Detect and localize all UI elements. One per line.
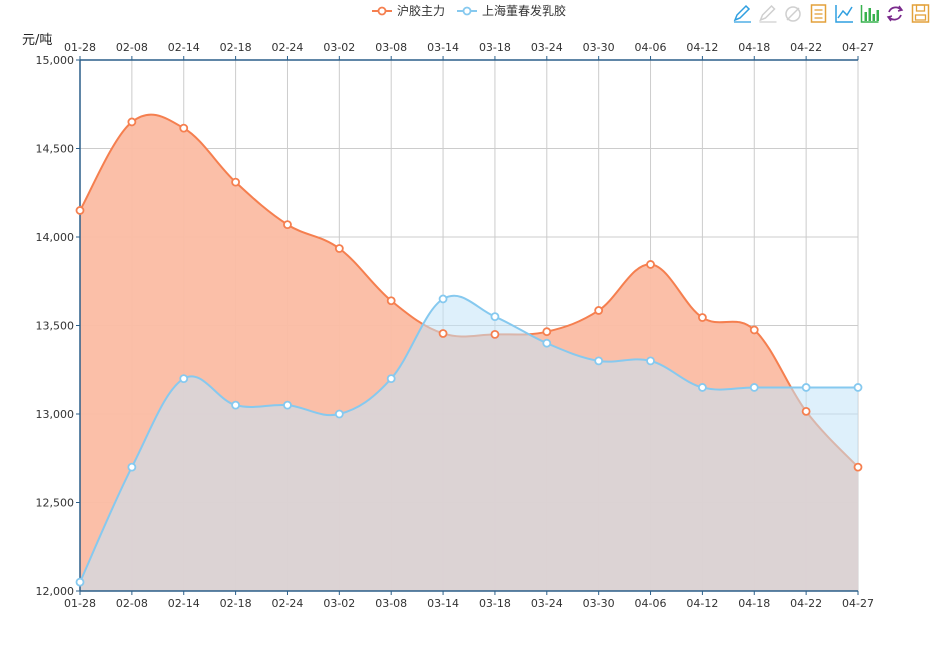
line-chart-icon[interactable]: [835, 5, 853, 23]
x-tick-label-bottom: 03-08: [375, 597, 407, 610]
x-tick-label-top: 02-24: [271, 41, 303, 54]
series-2-point[interactable]: [75, 577, 85, 587]
mark-undo-icon[interactable]: [759, 4, 777, 23]
legend-marker-icon: [377, 6, 387, 16]
series-2-point[interactable]: [490, 312, 500, 322]
series-2-point[interactable]: [127, 462, 137, 472]
x-tick-label-top: 03-18: [479, 41, 511, 54]
x-tick-label-top: 03-08: [375, 41, 407, 54]
series-2-point[interactable]: [334, 409, 344, 419]
series-1-point[interactable]: [231, 177, 241, 187]
x-tick-label-bottom: 01-28: [64, 597, 96, 610]
y-tick-label: 12,000: [36, 585, 75, 598]
series-2-point[interactable]: [853, 383, 863, 392]
x-tick-label-top: 04-18: [738, 41, 770, 54]
series-2-point[interactable]: [542, 338, 552, 348]
series-2-point[interactable]: [646, 356, 655, 366]
legend-marker-icon: [462, 6, 472, 16]
series-2-point[interactable]: [698, 383, 707, 392]
series-1-point[interactable]: [179, 123, 189, 133]
series-1-point[interactable]: [127, 117, 137, 127]
x-tick-label-bottom: 04-22: [790, 597, 822, 610]
bar-chart-icon[interactable]: [860, 5, 880, 23]
series-1-point[interactable]: [853, 462, 863, 472]
series-2-point[interactable]: [231, 400, 241, 410]
x-tick-label-top: 03-30: [583, 41, 615, 54]
series-1-point[interactable]: [75, 206, 85, 215]
legend-item-series-1[interactable]: 沪胶主力: [372, 3, 445, 18]
x-tick-label-bottom: 04-12: [686, 597, 718, 610]
series-1-point[interactable]: [749, 325, 759, 335]
series-1-point[interactable]: [438, 329, 448, 338]
axes: [76, 56, 859, 595]
x-tick-label-bottom: 02-18: [220, 597, 252, 610]
legend-item-series-2[interactable]: 上海董春发乳胶: [457, 3, 566, 18]
x-tick-label-bottom: 04-18: [738, 597, 770, 610]
series-1-point[interactable]: [283, 220, 292, 230]
x-tick-label-top: 03-02: [323, 41, 355, 54]
legend-label: 上海董春发乳胶: [482, 3, 566, 18]
data-view-icon[interactable]: [810, 4, 827, 23]
x-tick-label-top: 03-14: [427, 41, 459, 54]
x-tick-label-top: 03-24: [531, 41, 563, 54]
y-tick-label: 13,000: [36, 408, 75, 421]
series-1-point[interactable]: [386, 296, 396, 306]
series-1-point[interactable]: [542, 327, 552, 337]
series-1-point[interactable]: [801, 406, 811, 416]
y-tick-label: 14,500: [36, 143, 75, 156]
series-2-point[interactable]: [283, 400, 292, 410]
series-1-point[interactable]: [490, 329, 500, 339]
series-points: [75, 117, 863, 587]
y-axis-unit-label: 元/吨: [22, 33, 52, 48]
x-tick-label-top: 04-22: [790, 41, 822, 54]
y-tick-label: 12,500: [36, 497, 75, 510]
legend[interactable]: 沪胶主力 上海董春发乳胶: [372, 3, 566, 18]
series-2-point[interactable]: [386, 374, 396, 384]
x-tick-label-bottom: 03-30: [583, 597, 615, 610]
mark-icon[interactable]: [733, 4, 751, 23]
series-1-point[interactable]: [594, 306, 604, 315]
tick-labels: 12,000 12,500 13,000 13,500 14,000 14,500 15,0…: [36, 41, 874, 610]
save-image-icon[interactable]: [911, 4, 930, 23]
toolbox[interactable]: [733, 4, 930, 23]
x-tick-label-bottom: 03-24: [531, 597, 563, 610]
y-tick-label: 14,000: [36, 231, 75, 244]
x-tick-label-bottom: 02-08: [116, 597, 148, 610]
series-2-area: [80, 295, 858, 591]
series-2-point[interactable]: [749, 383, 759, 392]
x-tick-label-bottom: 02-14: [168, 597, 200, 610]
x-tick-label-top: 01-28: [64, 41, 96, 54]
restore-icon[interactable]: [886, 5, 904, 22]
series-2-point[interactable]: [438, 294, 448, 304]
x-tick-label-top: 02-18: [220, 41, 252, 54]
mark-clear-icon[interactable]: [785, 6, 801, 22]
x-tick-label-top: 02-14: [168, 41, 200, 54]
y-tick-label: 13,500: [36, 320, 75, 333]
x-tick-label-bottom: 04-27: [842, 597, 874, 610]
series-1-point[interactable]: [698, 313, 707, 322]
series-1-point[interactable]: [334, 244, 344, 253]
x-tick-label-top: 04-06: [635, 41, 667, 54]
series-2-point[interactable]: [179, 374, 189, 384]
series-2-point[interactable]: [801, 383, 811, 392]
x-tick-label-bottom: 03-18: [479, 597, 511, 610]
x-tick-label-top: 02-08: [116, 41, 148, 54]
x-tick-label-top: 04-12: [686, 41, 718, 54]
legend-label: 沪胶主力: [397, 3, 445, 18]
x-tick-label-bottom: 03-02: [323, 597, 355, 610]
x-tick-label-bottom: 04-06: [635, 597, 667, 610]
y-tick-label: 15,000: [36, 54, 75, 67]
series-2-point[interactable]: [594, 356, 604, 366]
x-tick-label-top: 04-27: [842, 41, 874, 54]
series-1-point[interactable]: [646, 260, 655, 269]
series-areas: [79, 113, 859, 591]
x-tick-label-bottom: 02-24: [271, 597, 303, 610]
x-tick-label-bottom: 03-14: [427, 597, 459, 610]
